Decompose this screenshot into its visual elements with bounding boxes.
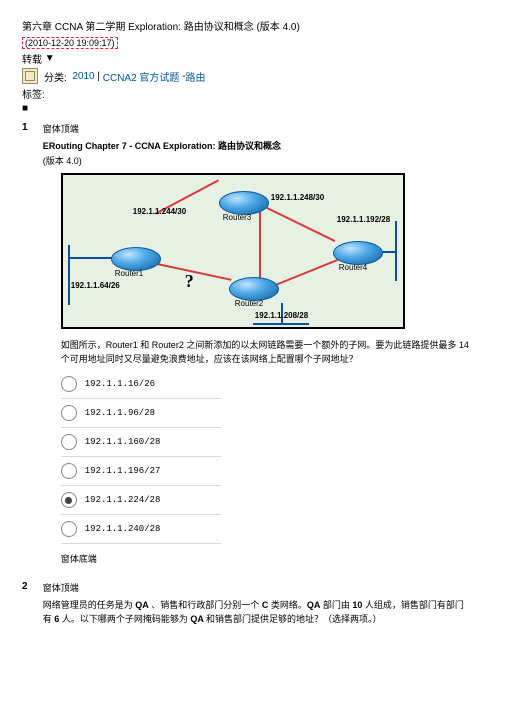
ip-3: 192.1.1.192/28: [337, 215, 390, 224]
radio-icon[interactable]: [61, 492, 77, 508]
q1-number: 1: [22, 122, 36, 133]
link-r1-r2: [157, 263, 232, 281]
q1-option-4[interactable]: 192.1.1.224/28: [61, 492, 473, 508]
q2-text: 网络管理员的任务是为 QA 、销售和行政部门分别一个 C 类网络。QA 部门由 …: [43, 598, 473, 627]
option-separator: [61, 485, 221, 486]
radio-icon[interactable]: [61, 376, 77, 392]
lan-left: [68, 245, 70, 305]
q1-option-5[interactable]: 192.1.1.240/28: [61, 521, 473, 537]
ip-5: 192.1.1.208/28: [255, 311, 308, 320]
radio-icon[interactable]: [61, 405, 77, 421]
radio-icon[interactable]: [61, 521, 77, 537]
link-r2-r4: [272, 259, 338, 287]
timestamp: (2010-12-20 19:09:17): [22, 37, 118, 49]
ip-4: 192.1.1.64/26: [71, 281, 120, 290]
q1-option-1[interactable]: 192.1.1.96/28: [61, 405, 473, 421]
router2: [229, 277, 279, 301]
option-separator: [61, 427, 221, 428]
router2-label: Router2: [235, 299, 263, 308]
q1-version: (版本 4.0): [43, 154, 473, 167]
cat-link-1[interactable]: CCNA2 官方试题: [103, 69, 180, 84]
router4-label: Router4: [339, 263, 367, 272]
lan-bottom-bar: [253, 323, 309, 325]
question-1: 1 窗体顶端 ERouting Chapter 7 - CCNA Explora…: [22, 122, 483, 565]
radio-icon[interactable]: [61, 463, 77, 479]
option-separator: [61, 543, 221, 544]
q1-bottom-label: 窗体底端: [61, 552, 473, 565]
q2-number: 2: [22, 581, 36, 592]
option-separator: [61, 456, 221, 457]
option-text: 192.1.1.196/27: [85, 466, 161, 476]
option-separator: [61, 398, 221, 399]
category-prefix: 分类:: [44, 69, 67, 84]
option-text: 192.1.1.96/28: [85, 408, 155, 418]
cat-link-0[interactable]: 2010: [72, 71, 94, 82]
router3-label: Router3: [223, 213, 251, 222]
network-diagram: Router3 Router1 Router2 Router4 192.1.1.…: [61, 173, 405, 329]
question-mark: ?: [185, 271, 194, 292]
cat-link-2[interactable]: 路由: [186, 69, 206, 84]
q1-option-3[interactable]: 192.1.1.196/27: [61, 463, 473, 479]
router3: [219, 191, 269, 215]
category-icon: [22, 68, 38, 84]
ip-2: 192.1.1.248/30: [271, 193, 324, 202]
option-text: 192.1.1.240/28: [85, 524, 161, 534]
q2-top-label: 窗体顶端: [43, 581, 473, 594]
option-separator: [61, 514, 221, 515]
router1-label: Router1: [115, 269, 143, 278]
tag-value: ■: [22, 103, 483, 114]
tag-label: 标签:: [22, 86, 483, 101]
q1-option-2[interactable]: 192.1.1.160/28: [61, 434, 473, 450]
option-text: 192.1.1.224/28: [85, 495, 161, 505]
router1: [111, 247, 161, 271]
reload-row: 转载 ▼: [22, 51, 483, 66]
category-row: 分类: 2010 | CCNA2 官方试题 - 路由: [22, 68, 483, 84]
option-text: 192.1.1.160/28: [85, 437, 161, 447]
ip-1: 192.1.1.244/30: [133, 207, 186, 216]
timestamp-row: (2010-12-20 19:09:17): [22, 37, 483, 49]
radio-icon[interactable]: [61, 434, 77, 450]
question-2: 2 窗体顶端 网络管理员的任务是为 QA 、销售和行政部门分别一个 C 类网络。…: [22, 581, 483, 627]
link-r3-r4: [262, 205, 335, 242]
option-text: 192.1.1.16/26: [85, 379, 155, 389]
page-title: 第六章 CCNA 第二学期 Exploration: 路由协议和概念 (版本 4…: [22, 18, 483, 33]
q1-top-label: 窗体顶端: [43, 122, 473, 135]
q1-option-0[interactable]: 192.1.1.16/26: [61, 376, 473, 392]
wire-r1-lan: [68, 257, 114, 259]
reload-label: 转载: [22, 51, 42, 66]
router4: [333, 241, 383, 265]
link-r3-r2: [259, 211, 261, 279]
q1-text: 如图所示，Router1 和 Router2 之间新添加的以太网链路需要一个额外…: [61, 339, 471, 366]
q1-course: ERouting Chapter 7 - CCNA Exploration: 路…: [43, 139, 473, 152]
